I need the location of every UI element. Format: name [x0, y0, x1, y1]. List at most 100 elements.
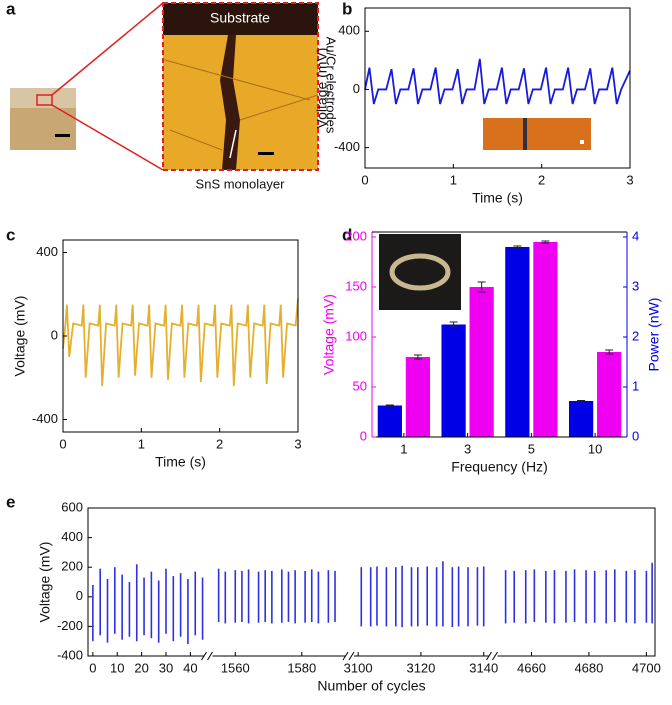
y-tick-label: 200 [61, 559, 83, 574]
error-bar [413, 354, 422, 360]
y-tick-label: 1 [632, 378, 639, 393]
x-tick-label: 1 [400, 441, 407, 456]
cracks [164, 59, 319, 151]
y-tick-label: 0 [632, 428, 639, 443]
zoom-line [51, 2, 164, 96]
bar [405, 357, 431, 437]
inset-b [483, 118, 591, 150]
x-tick-label: 4700 [632, 660, 661, 675]
inset-photo [483, 118, 591, 150]
y-axis-label: Voltage (mV) [12, 296, 28, 377]
axis-break [486, 651, 498, 661]
x-axis-label: Time (s) [472, 190, 523, 206]
x-tick-label: 3 [464, 441, 471, 456]
electrode-label: Au/Cr electrodes [324, 37, 339, 134]
y-tick-label: 50 [353, 378, 367, 393]
plot-frame [364, 7, 631, 169]
x-tick-label: 2 [216, 436, 223, 451]
y-tick-label: -400 [334, 139, 360, 154]
y-tick-label: 400 [36, 244, 58, 259]
plot-frame [62, 239, 299, 433]
error-bar [385, 404, 394, 407]
x-tick-label: 0 [361, 172, 368, 187]
photo-top [10, 88, 76, 108]
substrate-band [163, 3, 318, 35]
x-tick-label: 10 [588, 441, 602, 456]
y-tick-label: -400 [57, 647, 83, 662]
x-tick-label: 1 [138, 436, 145, 451]
x-tick-label: 0 [59, 436, 66, 451]
y-tick-label: 150 [345, 278, 367, 293]
x-axis-label: Frequency (Hz) [451, 459, 547, 475]
axis-break [201, 651, 213, 661]
inset-strip [523, 118, 527, 150]
bar [568, 401, 594, 437]
panel-label: d [342, 225, 352, 244]
y-tick-label: 0 [353, 81, 360, 96]
y-tick-label: 600 [61, 499, 83, 514]
error-bar [477, 281, 486, 293]
y2-axis-label: Power (nW) [646, 298, 662, 372]
panel-label: c [6, 225, 15, 244]
scale-bar [258, 152, 274, 155]
x-tick-label: 1560 [221, 660, 250, 675]
axis-break-gap [346, 653, 354, 659]
inset-scale [580, 140, 584, 144]
y-tick-label: 0 [360, 428, 367, 443]
y-axis-label: Voltage (mV) [37, 542, 53, 623]
axis-break-gap [489, 653, 498, 659]
x-tick-label: 20 [134, 660, 148, 675]
x-tick-label: 4680 [574, 660, 603, 675]
x-tick-label: 0 [89, 660, 96, 675]
error-bar [449, 321, 458, 328]
substrate-label: Substrate [210, 10, 270, 26]
x-tick-label: 30 [159, 660, 173, 675]
error-bar [513, 245, 522, 249]
x-tick-label: 3100 [344, 660, 373, 675]
bar [377, 405, 402, 437]
scale-bar [55, 134, 70, 137]
y-tick-label: 4 [632, 228, 639, 243]
x-tick-label: 3 [294, 436, 301, 451]
y-axis-label: Voltage (mV) [321, 294, 337, 375]
x-tick-label: 1580 [287, 660, 316, 675]
x-tick-label: 10 [110, 660, 124, 675]
monolayer-label: SnS monolayer [196, 176, 286, 191]
x-tick-label: 5 [528, 441, 535, 456]
bar [533, 242, 558, 437]
axis-break-gap [204, 653, 213, 659]
arrow [229, 129, 237, 159]
inset-film [389, 253, 451, 291]
y-tick-label: 100 [345, 328, 367, 343]
panel-label: e [6, 492, 15, 511]
x-tick-label: 40 [183, 660, 197, 675]
y-tick-label: 200 [345, 228, 367, 243]
panel-label: b [342, 0, 352, 18]
bar [597, 352, 622, 437]
micrograph-frame [162, 2, 319, 171]
y-tick-label: 0 [76, 588, 83, 603]
x-tick-label: 4660 [517, 660, 546, 675]
x-tick-label: 2 [538, 172, 545, 187]
error-bar [541, 240, 550, 244]
y-tick-label: -200 [57, 618, 83, 633]
y-tick-label: 3 [632, 278, 639, 293]
x-tick-label: 3120 [406, 660, 435, 675]
signal-line [62, 298, 299, 387]
inset-d [379, 234, 461, 310]
error-bar [577, 400, 586, 402]
y-tick-label: 2 [632, 328, 639, 343]
axis-break [342, 651, 355, 661]
x-axis-label: Time (s) [155, 454, 206, 470]
signal-line [364, 58, 631, 105]
y-tick-label: 400 [61, 529, 83, 544]
bar [441, 324, 466, 437]
y-axis-label: Voltage (mV) [314, 48, 330, 129]
x-tick-label: 3 [626, 172, 633, 187]
y-tick-label: 400 [338, 23, 360, 38]
y-tick-label: 0 [51, 327, 58, 342]
panel-label: a [6, 0, 16, 18]
zoom-line [51, 104, 164, 171]
plot-frame [87, 507, 656, 657]
